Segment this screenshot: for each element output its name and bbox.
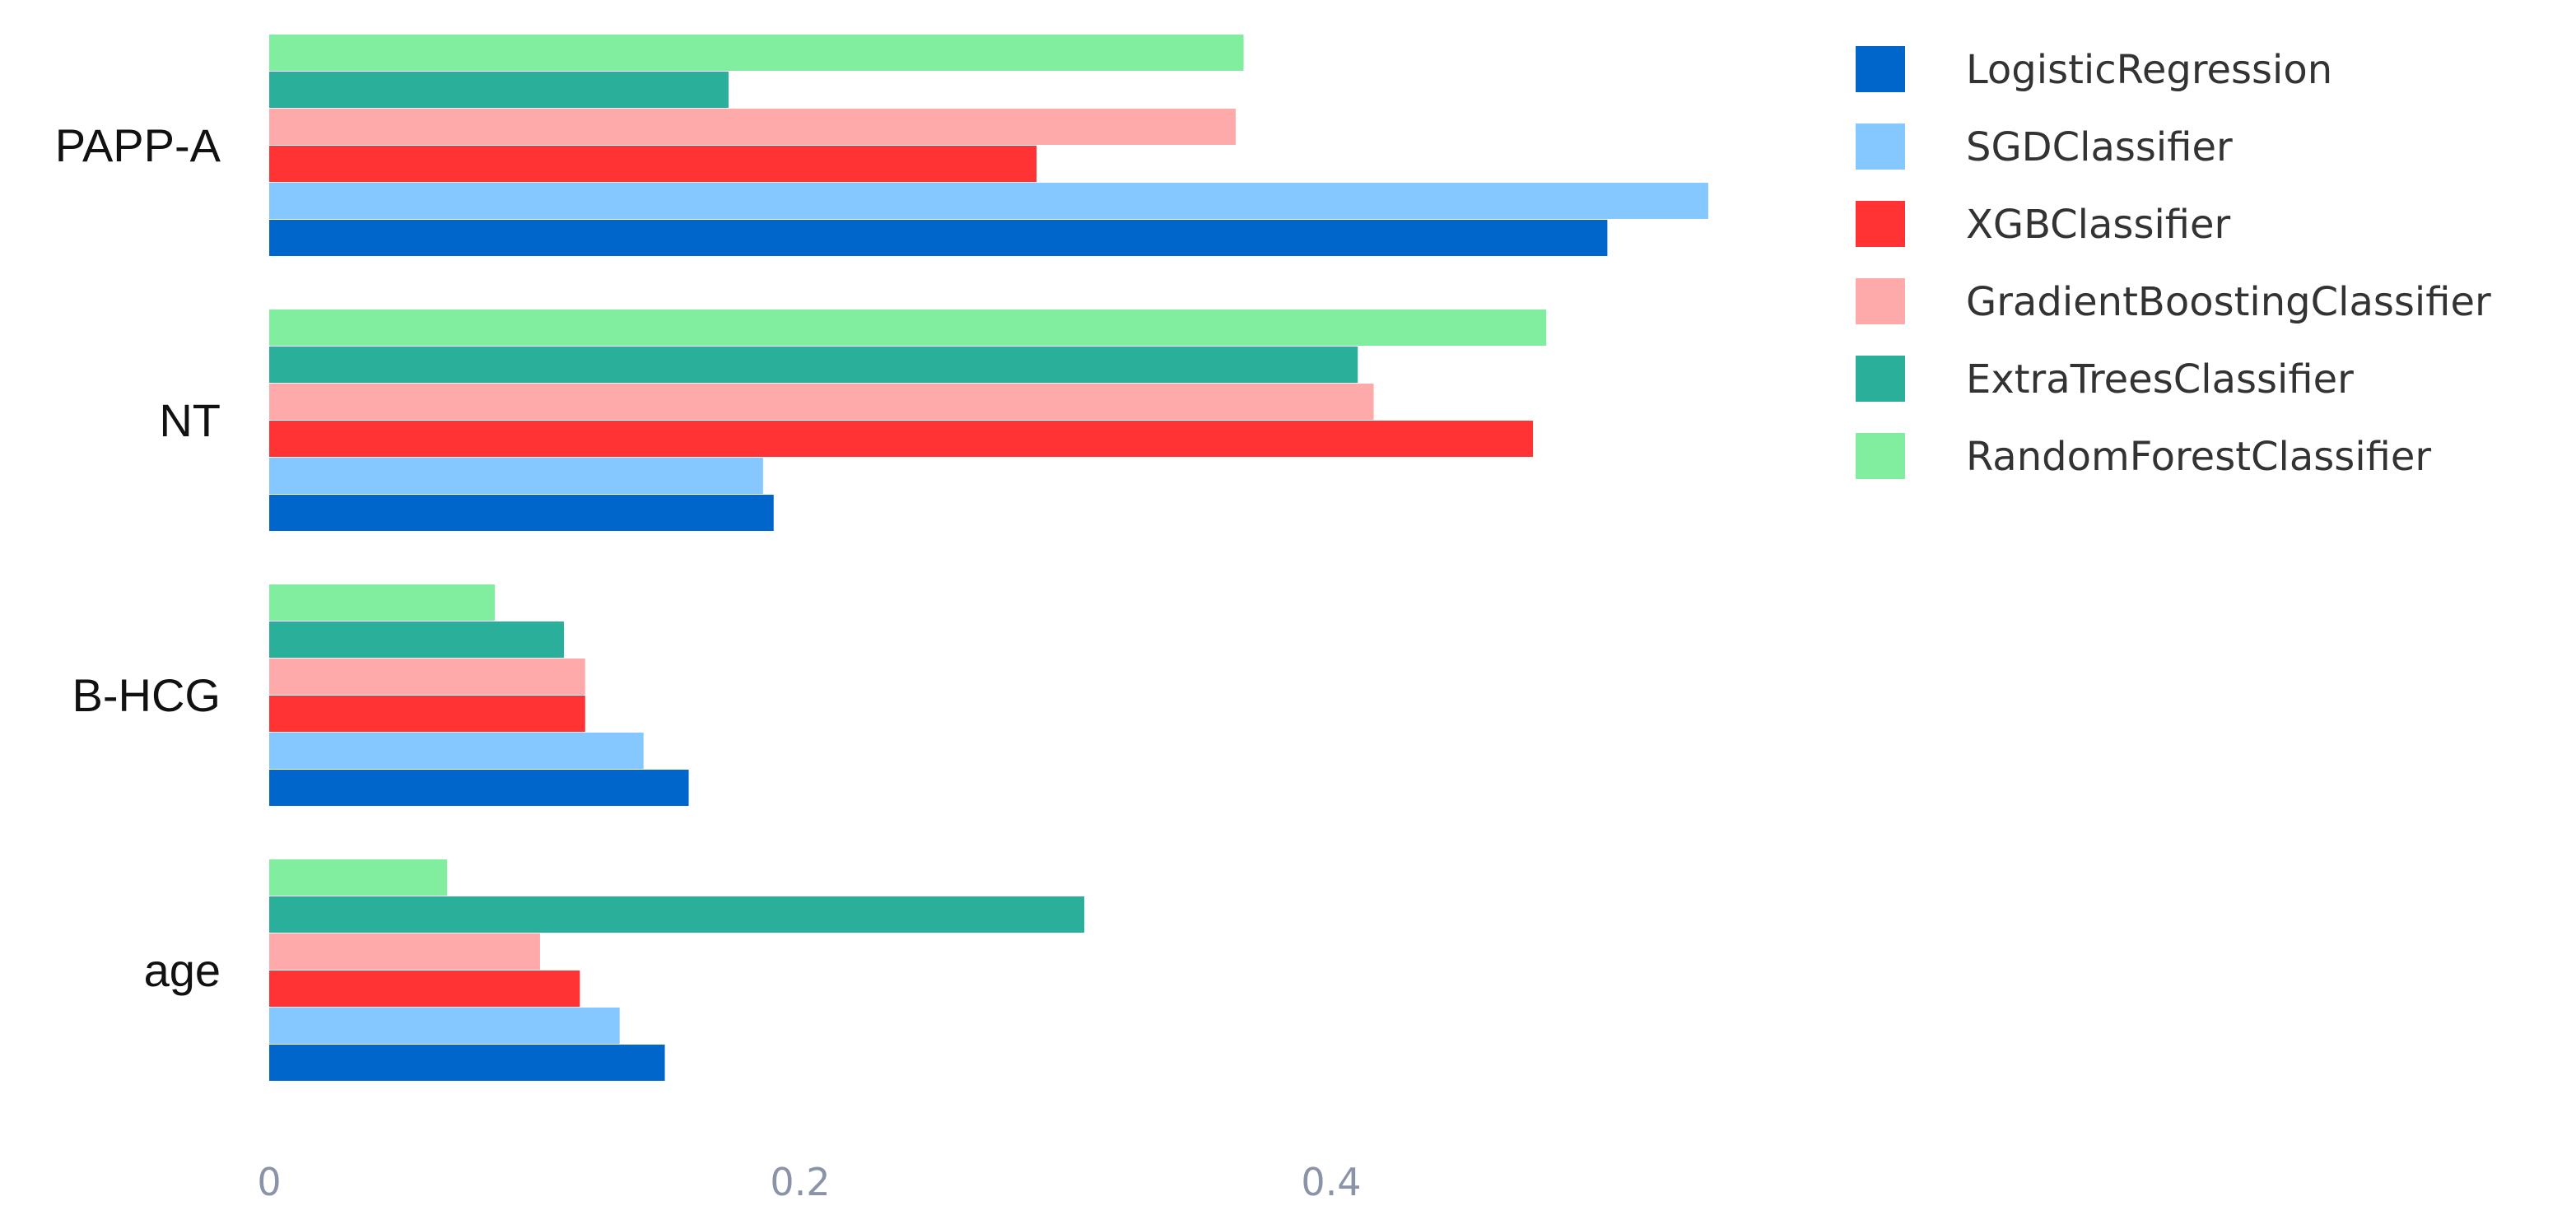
legend-swatch bbox=[1856, 123, 1905, 170]
bar-age-extratreesclassifier[interactable] bbox=[269, 896, 1085, 933]
legend-item[interactable]: RandomForestClassifier bbox=[1856, 433, 2431, 480]
legend-label: XGBClassifier bbox=[1966, 202, 2231, 248]
category-label: NT bbox=[159, 394, 221, 446]
legend-label: GradientBoostingClassifier bbox=[1966, 279, 2491, 325]
legend-swatch bbox=[1856, 433, 1905, 479]
category-label: B-HCG bbox=[72, 669, 221, 721]
x-tick-label: 0.2 bbox=[770, 1160, 830, 1204]
legend-label: RandomForestClassifier bbox=[1966, 434, 2431, 480]
bar-papp-a-logisticregression[interactable] bbox=[269, 220, 1608, 256]
bar-b-hcg-logisticregression[interactable] bbox=[269, 770, 689, 806]
bar-b-hcg-xgbclassifier[interactable] bbox=[269, 696, 585, 732]
x-tick-label: 0 bbox=[257, 1160, 281, 1204]
category-labels: PAPP-A NT B-HCG age bbox=[55, 119, 221, 996]
legend-item[interactable]: SGDClassifier bbox=[1856, 123, 2233, 170]
bar-papp-a-sgdclassifier[interactable] bbox=[269, 183, 1708, 219]
bar-papp-a-xgbclassifier[interactable] bbox=[269, 146, 1037, 182]
legend-label: LogisticRegression bbox=[1966, 47, 2332, 93]
bar-papp-a-extratreesclassifier[interactable] bbox=[269, 72, 729, 108]
bar-nt-sgdclassifier[interactable] bbox=[269, 458, 763, 494]
bar-age-sgdclassifier[interactable] bbox=[269, 1008, 620, 1044]
x-axis-ticks: 0 0.2 0.4 bbox=[257, 1160, 1361, 1204]
bar-age-logisticregression[interactable] bbox=[269, 1045, 665, 1081]
legend-label: SGDClassifier bbox=[1966, 124, 2233, 170]
bar-b-hcg-gradientboostingclassifier[interactable] bbox=[269, 659, 585, 695]
bar-nt-randomforestclassifier[interactable] bbox=[269, 310, 1547, 346]
bar-papp-a-gradientboostingclassifier[interactable] bbox=[269, 109, 1236, 145]
bar-age-xgbclassifier[interactable] bbox=[269, 971, 580, 1007]
legend[interactable]: LogisticRegression SGDClassifier XGBClassi… bbox=[1856, 46, 2491, 480]
legend-swatch bbox=[1856, 356, 1905, 402]
legend-label: ExtraTreesClassifier bbox=[1966, 356, 2354, 403]
bar-papp-a-randomforestclassifier[interactable] bbox=[269, 35, 1244, 71]
legend-item[interactable]: LogisticRegression bbox=[1856, 46, 2332, 93]
bar-nt-xgbclassifier[interactable] bbox=[269, 421, 1534, 457]
category-label: PAPP-A bbox=[55, 119, 221, 171]
category-label: age bbox=[144, 944, 221, 996]
bar-nt-gradientboostingclassifier[interactable] bbox=[269, 384, 1374, 420]
legend-item[interactable]: ExtraTreesClassifier bbox=[1856, 356, 2354, 403]
bars-group bbox=[269, 35, 1708, 1081]
bar-nt-logisticregression[interactable] bbox=[269, 495, 774, 531]
legend-swatch bbox=[1856, 46, 1905, 92]
bar-b-hcg-extratreesclassifier[interactable] bbox=[269, 621, 564, 658]
legend-item[interactable]: XGBClassifier bbox=[1856, 201, 2231, 248]
legend-swatch bbox=[1856, 278, 1905, 324]
bar-b-hcg-randomforestclassifier[interactable] bbox=[269, 584, 496, 621]
bar-b-hcg-sgdclassifier[interactable] bbox=[269, 733, 644, 769]
bar-nt-extratreesclassifier[interactable] bbox=[269, 347, 1358, 383]
bar-age-randomforestclassifier[interactable] bbox=[269, 859, 448, 896]
bar-age-gradientboostingclassifier[interactable] bbox=[269, 933, 540, 970]
legend-item[interactable]: GradientBoostingClassifier bbox=[1856, 278, 2491, 325]
legend-swatch bbox=[1856, 201, 1905, 247]
x-tick-label: 0.4 bbox=[1301, 1160, 1361, 1204]
